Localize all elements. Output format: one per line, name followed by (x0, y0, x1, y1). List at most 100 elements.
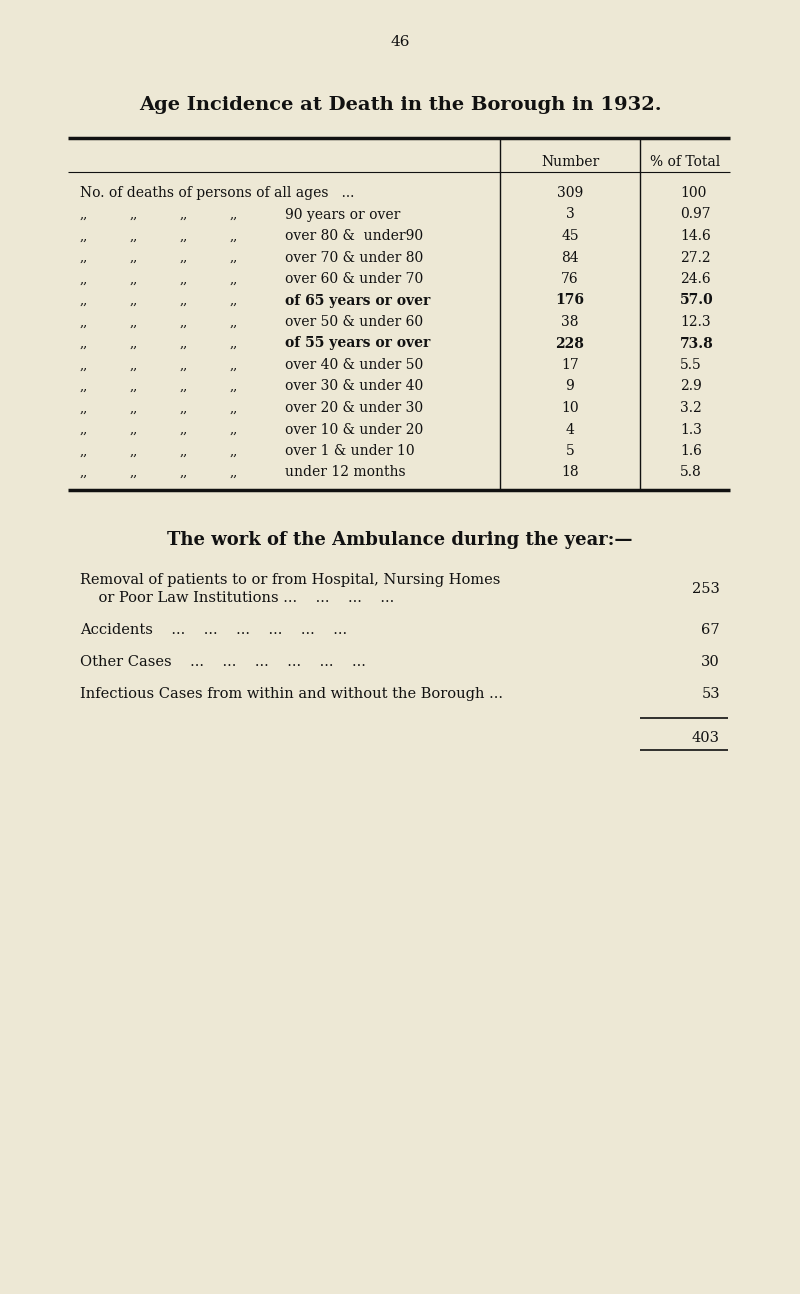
Text: 30: 30 (702, 655, 720, 669)
Text: ,,: ,, (80, 336, 88, 349)
Text: over 20 & under 30: over 20 & under 30 (285, 401, 423, 415)
Text: % of Total: % of Total (650, 155, 720, 170)
Text: ,,: ,, (180, 358, 188, 371)
Text: 84: 84 (561, 251, 579, 264)
Text: 0.97: 0.97 (680, 207, 710, 221)
Text: over 40 & under 50: over 40 & under 50 (285, 358, 423, 371)
Text: 73.8: 73.8 (680, 336, 714, 351)
Text: ,,: ,, (80, 445, 88, 458)
Text: ,,: ,, (180, 273, 188, 286)
Text: ,,: ,, (80, 229, 88, 242)
Text: ,,: ,, (130, 273, 138, 286)
Text: ,,: ,, (230, 294, 238, 307)
Text: ,,: ,, (230, 445, 238, 458)
Text: 9: 9 (566, 379, 574, 393)
Text: 2.9: 2.9 (680, 379, 702, 393)
Text: 4: 4 (566, 423, 574, 436)
Text: 38: 38 (562, 314, 578, 329)
Text: 17: 17 (561, 358, 579, 371)
Text: or Poor Law Institutions ...    ...    ...    ...: or Poor Law Institutions ... ... ... ... (80, 591, 394, 606)
Text: 309: 309 (557, 186, 583, 201)
Text: ,,: ,, (180, 251, 188, 264)
Text: ,,: ,, (230, 336, 238, 349)
Text: 1.6: 1.6 (680, 444, 702, 458)
Text: Removal of patients to or from Hospital, Nursing Homes: Removal of patients to or from Hospital,… (80, 573, 500, 587)
Text: ,,: ,, (80, 208, 88, 221)
Text: ,,: ,, (130, 316, 138, 329)
Text: ,,: ,, (130, 294, 138, 307)
Text: ,,: ,, (130, 208, 138, 221)
Text: ,,: ,, (130, 336, 138, 349)
Text: 12.3: 12.3 (680, 314, 710, 329)
Text: over 10 & under 20: over 10 & under 20 (285, 423, 423, 436)
Text: ,,: ,, (230, 358, 238, 371)
Text: ,,: ,, (180, 445, 188, 458)
Text: over 50 & under 60: over 50 & under 60 (285, 314, 423, 329)
Text: 403: 403 (692, 731, 720, 745)
Text: over 30 & under 40: over 30 & under 40 (285, 379, 423, 393)
Text: over 60 & under 70: over 60 & under 70 (285, 272, 423, 286)
Text: ,,: ,, (80, 466, 88, 479)
Text: 10: 10 (561, 401, 579, 415)
Text: ,,: ,, (230, 423, 238, 436)
Text: ,,: ,, (180, 423, 188, 436)
Text: ,,: ,, (130, 358, 138, 371)
Text: ,,: ,, (180, 380, 188, 393)
Text: ,,: ,, (130, 401, 138, 414)
Text: under 12 months: under 12 months (285, 466, 406, 480)
Text: ,,: ,, (130, 229, 138, 242)
Text: 14.6: 14.6 (680, 229, 710, 243)
Text: 5.8: 5.8 (680, 466, 702, 480)
Text: 176: 176 (555, 294, 585, 308)
Text: 67: 67 (702, 622, 720, 637)
Text: Infectious Cases from within and without the Borough ...: Infectious Cases from within and without… (80, 687, 503, 701)
Text: Age Incidence at Death in the Borough in 1932.: Age Incidence at Death in the Borough in… (138, 96, 662, 114)
Text: ,,: ,, (130, 466, 138, 479)
Text: No. of deaths of persons of all ages   ...: No. of deaths of persons of all ages ... (80, 186, 354, 201)
Text: 228: 228 (555, 336, 585, 351)
Text: ,,: ,, (180, 316, 188, 329)
Text: ,,: ,, (80, 294, 88, 307)
Text: over 70 & under 80: over 70 & under 80 (285, 251, 423, 264)
Text: 76: 76 (561, 272, 579, 286)
Text: ,,: ,, (80, 273, 88, 286)
Text: ,,: ,, (230, 229, 238, 242)
Text: over 1 & under 10: over 1 & under 10 (285, 444, 414, 458)
Text: ,,: ,, (80, 401, 88, 414)
Text: ,,: ,, (80, 380, 88, 393)
Text: 18: 18 (561, 466, 579, 480)
Text: ,,: ,, (80, 316, 88, 329)
Text: over 80 &  under90: over 80 & under90 (285, 229, 423, 243)
Text: 253: 253 (692, 582, 720, 597)
Text: ,,: ,, (180, 229, 188, 242)
Text: ,,: ,, (80, 358, 88, 371)
Text: ,,: ,, (180, 294, 188, 307)
Text: Number: Number (541, 155, 599, 170)
Text: ,,: ,, (180, 466, 188, 479)
Text: 3: 3 (566, 207, 574, 221)
Text: 100: 100 (680, 186, 706, 201)
Text: ,,: ,, (230, 466, 238, 479)
Text: Accidents    ...    ...    ...    ...    ...    ...: Accidents ... ... ... ... ... ... (80, 622, 347, 637)
Text: 57.0: 57.0 (680, 294, 714, 308)
Text: ,,: ,, (130, 423, 138, 436)
Text: of 65 years or over: of 65 years or over (285, 294, 430, 308)
Text: 27.2: 27.2 (680, 251, 710, 264)
Text: ,,: ,, (80, 251, 88, 264)
Text: ,,: ,, (230, 316, 238, 329)
Text: of 55 years or over: of 55 years or over (285, 336, 430, 351)
Text: ,,: ,, (130, 380, 138, 393)
Text: ,,: ,, (180, 401, 188, 414)
Text: ,,: ,, (130, 445, 138, 458)
Text: ,,: ,, (180, 208, 188, 221)
Text: 24.6: 24.6 (680, 272, 710, 286)
Text: Other Cases    ...    ...    ...    ...    ...    ...: Other Cases ... ... ... ... ... ... (80, 655, 366, 669)
Text: The work of the Ambulance during the year:—: The work of the Ambulance during the yea… (167, 531, 633, 549)
Text: 90 years or over: 90 years or over (285, 207, 400, 221)
Text: ,,: ,, (230, 273, 238, 286)
Text: ,,: ,, (230, 208, 238, 221)
Text: 3.2: 3.2 (680, 401, 702, 415)
Text: 5.5: 5.5 (680, 358, 702, 371)
Text: ,,: ,, (80, 423, 88, 436)
Text: 1.3: 1.3 (680, 423, 702, 436)
